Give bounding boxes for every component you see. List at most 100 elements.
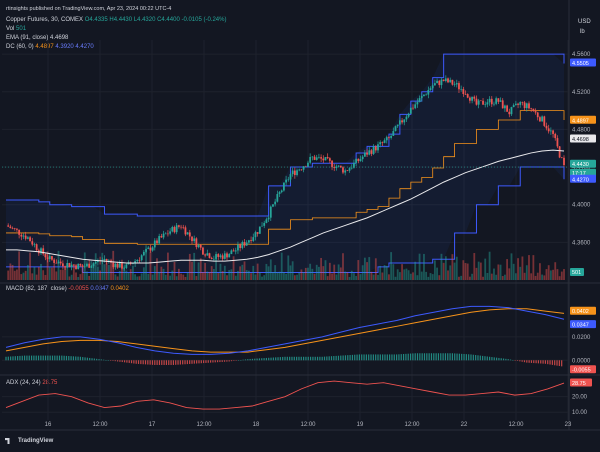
candle-body: [230, 250, 233, 255]
candle-body: [77, 263, 80, 269]
volume-bar: [123, 266, 126, 280]
volume-bar: [116, 276, 119, 280]
volume-bar: [88, 275, 91, 280]
candle-body: [206, 253, 209, 256]
candle-body: [339, 165, 342, 168]
macd-histogram-bar: [219, 360, 221, 363]
volume-bar: [405, 268, 408, 280]
candle-body: [403, 119, 406, 123]
candle-body: [40, 248, 42, 254]
candle-body: [210, 257, 213, 260]
volume-bar: [536, 272, 539, 280]
price-label-badge: [570, 168, 596, 177]
volume-bar: [254, 274, 257, 280]
macd-histogram-bar: [456, 353, 458, 361]
macd-histogram-bar: [421, 353, 423, 361]
volume-bar: [339, 267, 342, 280]
candle-body: [278, 192, 281, 195]
donchian-lower-line: [6, 166, 565, 273]
volume-bar: [475, 267, 478, 280]
candle-body: [254, 232, 257, 238]
macd-histogram-bar: [533, 360, 535, 364]
macd-histogram-bar: [277, 357, 279, 361]
macd-histogram-bar: [103, 359, 105, 361]
macd-label: MACD (82, 187, close): [6, 286, 67, 292]
macd-histogram-bar: [100, 359, 102, 361]
volume-bar: [372, 274, 375, 280]
volume-bar: [547, 265, 550, 280]
volume-bar: [311, 268, 314, 280]
volume-bar: [53, 265, 56, 280]
macd-histogram-bar: [351, 354, 354, 361]
macd-histogram-bar: [523, 360, 526, 363]
volume-bar: [543, 275, 546, 280]
candle-body: [455, 83, 458, 85]
macd-histogram-bar: [423, 353, 426, 361]
candle-body: [355, 158, 358, 163]
macd-histogram-bar: [514, 360, 516, 361]
donchian-label: DC (60, 0): [6, 44, 34, 50]
donchian-legend[interactable]: DC (60, 0) 4.4897 4.3920 4.4270: [6, 43, 94, 51]
macd-histogram-bar: [300, 356, 302, 361]
candle-body: [420, 96, 423, 99]
candle-body: [512, 105, 515, 108]
macd-histogram-bar: [549, 360, 551, 365]
symbol-legend[interactable]: Copper Futures, 30, COMEX O4.4335 H4.443…: [6, 16, 226, 24]
candle-body: [228, 254, 231, 258]
volume-bar: [256, 263, 259, 280]
volume-bar: [132, 265, 134, 280]
volume-bar: [477, 261, 480, 280]
candle-body: [547, 128, 550, 132]
volume-bar: [193, 252, 196, 280]
macd-histogram-bar: [282, 356, 284, 361]
macd-histogram-bar: [128, 360, 130, 363]
volume-bar: [191, 261, 193, 280]
candle-body: [433, 83, 436, 86]
macd-histogram-bar: [58, 355, 61, 361]
volume-bar: [223, 265, 226, 280]
volume-bar: [440, 253, 443, 280]
volume-bar: [83, 252, 86, 280]
volume-bar: [469, 276, 471, 280]
volume-bar: [388, 274, 390, 280]
candle-body: [202, 247, 204, 255]
macd-histogram-bar: [40, 355, 42, 361]
candle-body: [398, 120, 401, 125]
candle-body: [318, 157, 320, 158]
volume-legend[interactable]: Vol 501: [6, 25, 26, 33]
candle-body: [486, 102, 489, 105]
macd-histogram-bar: [521, 360, 523, 362]
macd-histogram-bar: [107, 360, 109, 361]
candle-body: [342, 167, 344, 173]
ema-legend[interactable]: EMA (91, close) 4.4698: [6, 34, 68, 42]
candle-body: [298, 169, 301, 171]
candle-body: [361, 156, 364, 160]
candle-body: [475, 98, 478, 105]
volume-bar: [541, 274, 544, 280]
volume-bar: [79, 274, 82, 280]
volume-bar: [359, 274, 362, 280]
volume-bar: [302, 272, 305, 280]
volume-bar: [318, 266, 320, 280]
candle-body: [81, 265, 84, 267]
volume-bar: [451, 254, 454, 280]
macd-histogram-bar: [472, 354, 474, 361]
volume-bar: [175, 276, 178, 280]
candle-body: [90, 266, 93, 268]
adx-legend[interactable]: ADX (24, 24) 28.75: [6, 379, 57, 387]
macd-histogram-bar: [321, 356, 323, 361]
candle-body: [541, 116, 544, 122]
candle-body: [263, 222, 266, 226]
candle-body: [331, 160, 333, 168]
candle-body: [92, 263, 95, 267]
candle-body: [182, 227, 185, 228]
volume-bar: [20, 274, 23, 280]
volume-bar: [370, 271, 373, 280]
macd-histogram-bar: [405, 353, 407, 361]
macd-histogram-bar: [495, 357, 498, 361]
volume-bar: [521, 256, 524, 280]
volume-bar: [490, 273, 493, 280]
macd-histogram-bar: [30, 355, 33, 361]
macd-histogram-bar: [461, 353, 463, 361]
